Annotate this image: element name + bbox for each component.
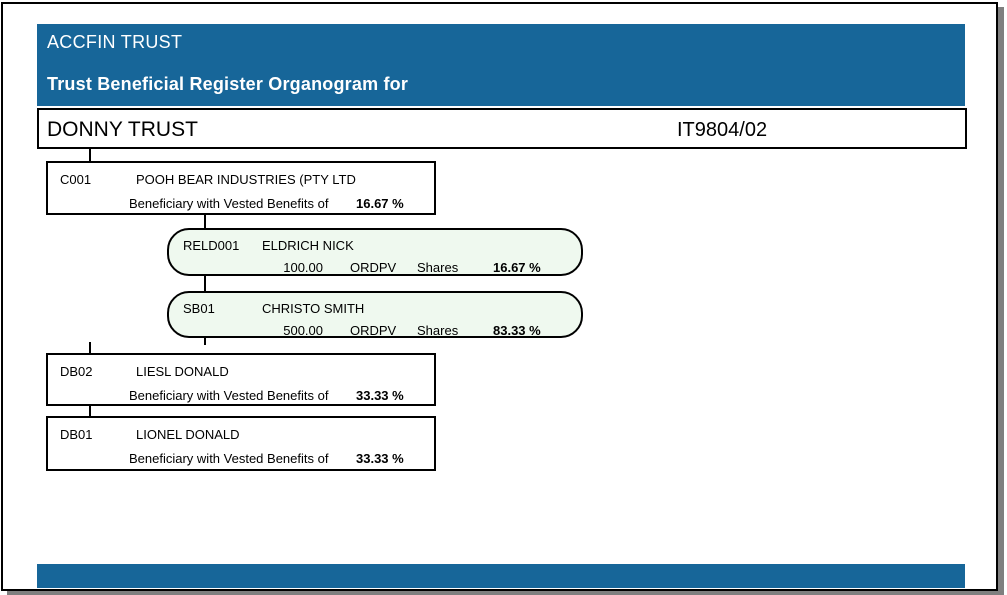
node-quantity: 100.00 <box>283 260 323 275</box>
node-code: RELD001 <box>183 238 240 253</box>
node-code: DB01 <box>60 427 93 442</box>
trust-title-box: DONNY TRUST IT9804/02 <box>37 108 967 149</box>
node-unit: Shares <box>417 260 459 275</box>
node-percent: 83.33 % <box>493 323 541 338</box>
node-code: DB02 <box>60 364 93 379</box>
shareholder-node-sb01: SB01 CHRISTO SMITH 500.00 ORDPV Shares 8… <box>167 291 583 338</box>
shareholder-node-reld001: RELD001 ELDRICH NICK 100.00 ORDPV Shares… <box>167 228 583 276</box>
connector-reld001-to-sb01 <box>204 276 206 291</box>
node-name: LIESL DONALD <box>136 364 229 379</box>
node-name: CHRISTO SMITH <box>262 301 365 316</box>
node-name: LIONEL DONALD <box>136 427 240 442</box>
node-code: SB01 <box>183 301 215 316</box>
node-name: POOH BEAR INDUSTRIES (PTY LTD <box>136 172 356 187</box>
node-benefit-label: Beneficiary with Vested Benefits of <box>129 451 329 466</box>
beneficiary-node-db01: DB01 LIONEL DONALD Beneficiary with Vest… <box>46 416 436 471</box>
trust-registration-number: IT9804/02 <box>677 119 768 141</box>
connector-trust-to-c001 <box>89 149 91 161</box>
node-percent: 16.67 % <box>493 260 541 275</box>
node-unit: Shares <box>417 323 459 338</box>
connector-stub-above-db02 <box>89 342 91 353</box>
node-quantity: 500.00 <box>283 323 323 338</box>
connector-db02-to-db01 <box>89 406 91 416</box>
beneficiary-node-db02: DB02 LIESL DONALD Beneficiary with Veste… <box>46 353 436 406</box>
node-name: ELDRICH NICK <box>262 238 354 253</box>
connector-stub-below-sb01 <box>204 338 206 345</box>
node-benefit-label: Beneficiary with Vested Benefits of <box>129 196 329 211</box>
app-title: ACCFIN TRUST <box>47 32 183 52</box>
node-share-type: ORDPV <box>350 323 397 338</box>
footer-band <box>37 564 965 588</box>
connector-c001-to-reld001 <box>204 215 206 228</box>
node-share-type: ORDPV <box>350 260 397 275</box>
node-percent: 33.33 % <box>356 388 404 403</box>
beneficiary-node-c001: C001 POOH BEAR INDUSTRIES (PTY LTD Benef… <box>46 161 436 215</box>
node-code: C001 <box>60 172 92 187</box>
header-band: ACCFIN TRUST Trust Beneficial Register O… <box>37 24 965 106</box>
node-percent: 16.67 % <box>356 196 404 211</box>
node-benefit-label: Beneficiary with Vested Benefits of <box>129 388 329 403</box>
node-percent: 33.33 % <box>356 451 404 466</box>
trust-name: DONNY TRUST <box>47 118 198 141</box>
report-title: Trust Beneficial Register Organogram for <box>47 74 409 94</box>
